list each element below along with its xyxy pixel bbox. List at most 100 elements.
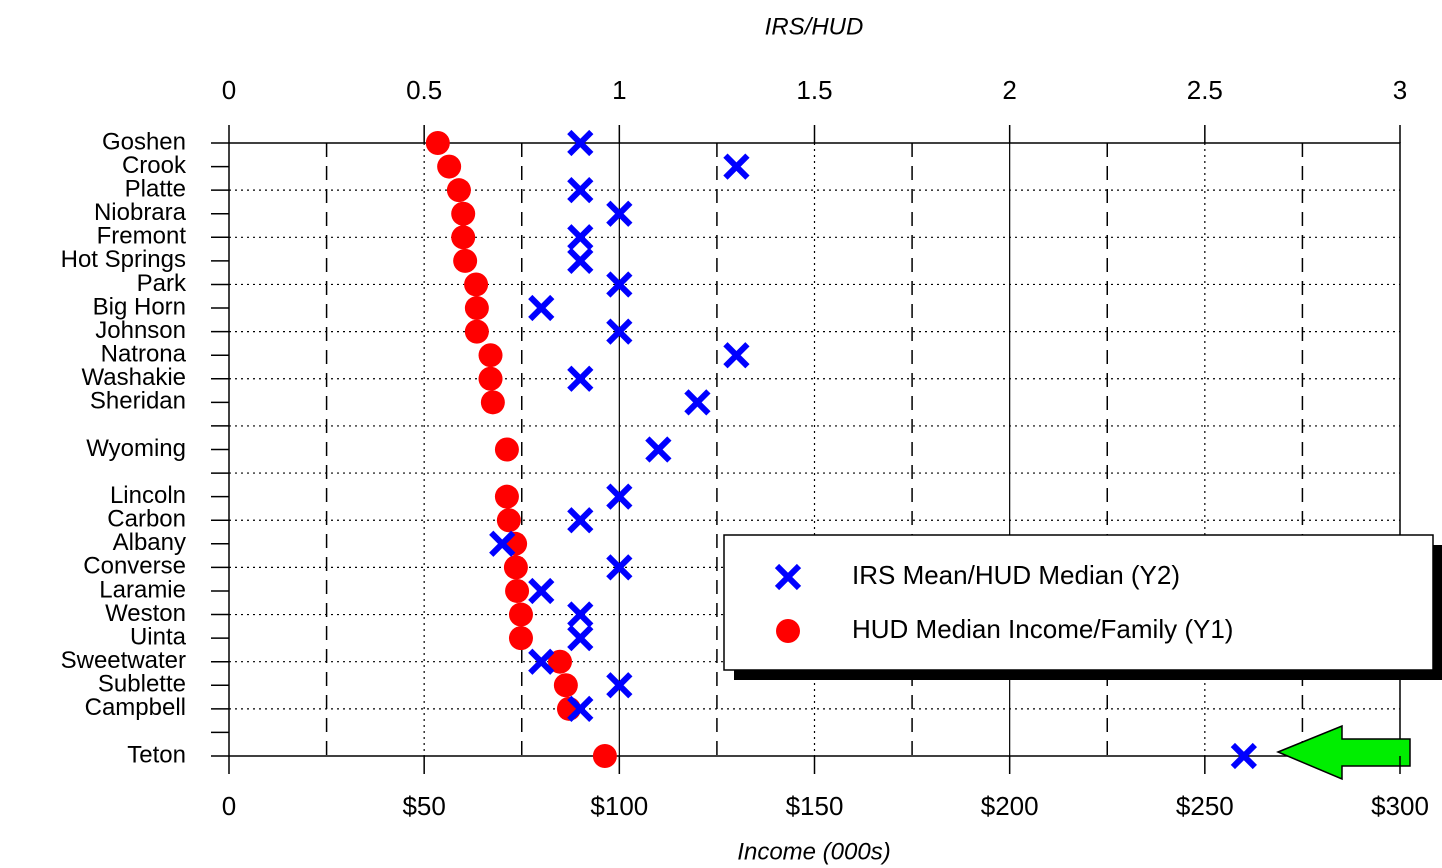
point [606,318,633,345]
y-tick-label: Weston [105,600,186,627]
x-tick-label: $50 [402,791,445,821]
y-tick-label: Teton [127,741,186,768]
x-stroke [723,153,750,180]
y-tick-label: Goshen [102,128,186,155]
point [567,224,594,251]
point [480,390,505,415]
y-tick-label: Platte [125,175,186,202]
x-stroke [606,554,633,581]
point [567,507,594,534]
x-stroke [567,177,594,204]
x-stroke [567,601,594,628]
point [528,294,555,322]
point [723,153,750,180]
x-stroke [528,294,555,322]
x-stroke [606,483,633,510]
y-tick-label: Johnson [95,317,186,344]
x-stroke [774,563,802,591]
point [451,225,476,250]
x-tick-label: $150 [786,791,844,821]
x2-tick-label: 2 [1002,75,1016,105]
y-tick-label: Converse [83,553,186,580]
x-tick-label: $200 [981,791,1039,821]
y-tick-label: Hot Springs [61,246,186,273]
point [567,365,594,392]
point [606,483,633,510]
y-tick-label: Sublette [98,671,186,698]
x-stroke [723,342,750,369]
legend-swatch [776,619,800,643]
point [567,601,594,628]
point [567,129,594,157]
x-stroke [528,577,555,605]
x-tick-label: $250 [1176,791,1234,821]
y-tick-label: Albany [113,529,186,556]
point [446,178,471,203]
x2-axis-title: IRS/HUD [765,13,864,40]
x-stroke [567,224,594,251]
point [567,247,594,275]
point [645,436,672,463]
y-tick-label: Lincoln [110,482,186,509]
y-tick-label: Park [137,270,187,297]
point [494,484,519,509]
point [453,248,478,273]
x-stroke [567,695,594,722]
point [606,200,633,227]
point [425,131,450,155]
y-tick-label: Sweetwater [61,647,186,674]
legend-swatch [774,563,802,591]
point [606,271,633,298]
point [567,624,594,652]
point [528,648,555,675]
x-tick-label: 0 [222,791,236,821]
point [684,389,711,416]
arrow-annotation [1276,724,1411,781]
point [606,672,633,699]
x-stroke [684,389,711,416]
point [478,343,503,368]
x2-tick-label: 0 [222,75,236,105]
x-stroke [528,648,555,675]
point [508,602,533,627]
point [464,319,489,344]
point [723,342,750,369]
y-tick-label: Big Horn [93,293,186,320]
point [567,177,594,204]
point [508,626,533,651]
point [505,578,530,603]
x-stroke [567,247,594,275]
x2-tick-label: 0.5 [406,75,442,105]
x2-tick-label: 1 [612,75,626,105]
x-stroke [567,507,594,534]
y-tick-label: Washakie [82,364,186,391]
x2-tick-label: 1.5 [796,75,832,105]
legend [723,534,1434,671]
x2-tick-label: 2.5 [1187,75,1223,105]
point [592,744,617,768]
y-tick-label: Wyoming [86,435,186,462]
x-stroke [645,436,672,463]
x-axis-title: Income (000s) [737,838,890,865]
point [503,555,528,580]
x-stroke [606,672,633,699]
y-tick-label: Carbon [107,506,186,533]
point [464,296,489,321]
y-tick-label: Niobrara [94,199,187,226]
x-stroke [489,530,516,557]
x-tick-label: $100 [590,791,648,821]
x-stroke [606,318,633,345]
y-tick-label: Laramie [99,576,186,603]
point [451,201,476,226]
y-tick-label: Crook [122,152,187,179]
y-tick-label: Fremont [97,223,187,250]
point [553,673,578,698]
point [1230,742,1257,770]
point [496,508,521,533]
point [464,272,489,297]
y-tick-label: Sheridan [90,388,186,415]
x-stroke [606,200,633,227]
x-stroke [606,271,633,298]
x2-tick-label: 3 [1393,75,1407,105]
